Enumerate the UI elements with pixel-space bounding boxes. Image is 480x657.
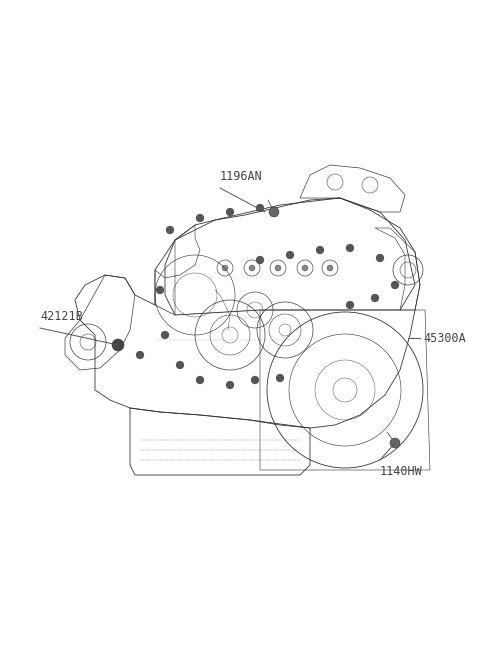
Circle shape xyxy=(226,208,234,216)
Circle shape xyxy=(346,301,354,309)
Text: 45300A: 45300A xyxy=(423,332,466,344)
Circle shape xyxy=(196,214,204,222)
Circle shape xyxy=(196,376,204,384)
Circle shape xyxy=(390,438,400,448)
Circle shape xyxy=(166,226,174,234)
Circle shape xyxy=(346,244,354,252)
Circle shape xyxy=(286,251,294,259)
Circle shape xyxy=(391,281,399,289)
Circle shape xyxy=(276,374,284,382)
Circle shape xyxy=(376,254,384,262)
Circle shape xyxy=(222,265,228,271)
Text: 1196AN: 1196AN xyxy=(220,170,263,183)
Circle shape xyxy=(371,294,379,302)
Circle shape xyxy=(161,331,169,339)
Circle shape xyxy=(251,376,259,384)
Text: 42121B: 42121B xyxy=(40,310,83,323)
Circle shape xyxy=(302,265,308,271)
Circle shape xyxy=(112,339,124,351)
Circle shape xyxy=(275,265,281,271)
Text: 1140HW: 1140HW xyxy=(380,465,423,478)
Circle shape xyxy=(176,361,184,369)
Circle shape xyxy=(256,204,264,212)
Circle shape xyxy=(327,265,333,271)
Circle shape xyxy=(269,207,279,217)
Circle shape xyxy=(136,351,144,359)
Circle shape xyxy=(316,246,324,254)
Circle shape xyxy=(249,265,255,271)
Circle shape xyxy=(226,381,234,389)
Circle shape xyxy=(156,286,164,294)
Circle shape xyxy=(256,256,264,264)
